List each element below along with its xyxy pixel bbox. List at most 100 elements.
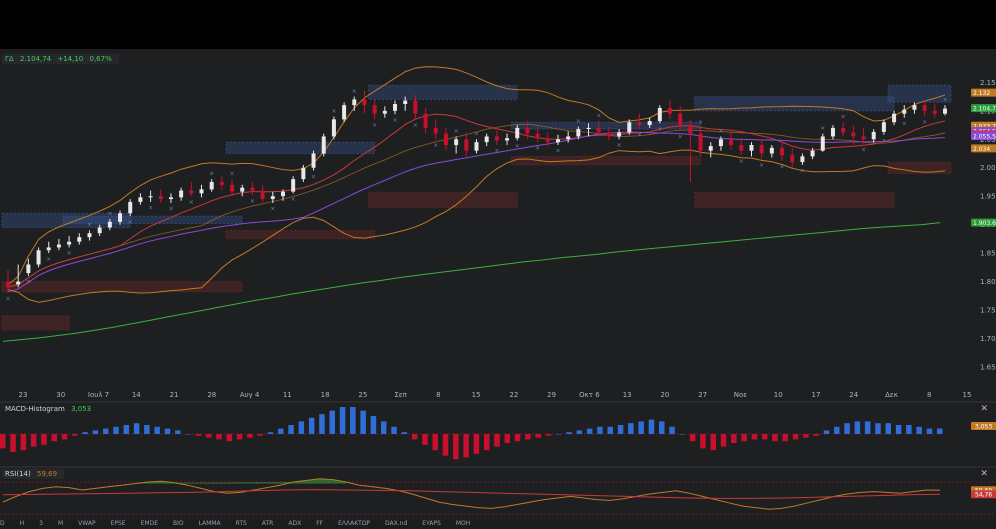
candle-body [219,181,224,185]
chart-canvas[interactable]: 2.1502.1002.0502.0001.9501.9001.8501.800… [0,49,996,520]
candle-body [189,190,194,194]
candle-body [433,127,438,134]
candle-body [576,129,581,137]
macd-bar [51,434,57,442]
price-zone [510,155,702,166]
candle [566,131,571,143]
candle [759,139,764,160]
candle [56,238,61,251]
time-tick-label: Αυγ 4 [240,391,260,399]
toolbar-item[interactable]: FF [316,520,324,527]
toolbar-item[interactable]: RTS [235,520,247,527]
rsi-ma-line [2,489,941,499]
candle-body [688,125,693,134]
toolbar-item[interactable]: ΕΛΛΑΚΤΩΡ [338,520,371,527]
time-tick-label: 29 [547,391,556,399]
toolbar-item[interactable]: M [57,520,64,527]
toolbar-item[interactable]: BIO [173,520,184,527]
candle [118,210,123,225]
time-tick-label: 8 [436,391,440,399]
candle-body [331,119,336,137]
toolbar-item[interactable]: D [0,520,5,527]
macd-bar [360,410,366,434]
candle [454,136,459,154]
candle [647,117,652,128]
candle-body [230,184,235,192]
macd-bar [401,432,408,434]
candle [943,105,947,116]
macd-bar [906,425,912,434]
macd-bar [185,434,191,435]
close-rsi-icon[interactable]: ✕ [980,469,988,479]
candle [311,150,316,171]
sar-marker: × [800,168,805,175]
candle-body [97,227,102,234]
candle-body [810,150,815,157]
sar-marker: × [291,196,296,203]
candle-body [16,281,21,285]
time-tick-label: 11 [283,391,292,399]
toolbar-item[interactable]: EYAPS [422,520,441,527]
sar-marker: × [230,170,235,177]
candle [403,96,408,111]
toolbar-item[interactable]: VWAP [78,520,96,527]
price-tick-label: 1.850 [980,250,996,258]
candle [372,99,377,120]
candle [280,189,285,201]
macd-bar [308,417,315,434]
main-legend[interactable]: ΓΔ 2.104,74 +14,10 0,67% [2,54,119,64]
candle [362,90,367,114]
candle [718,136,723,151]
candle-body [46,247,51,251]
toolbar-item[interactable]: DAX.nd [385,520,408,527]
sar-marker: × [861,147,866,154]
price-tick-label: 1.700 [980,335,996,343]
sar-marker: × [780,164,785,171]
candle-body [260,190,265,200]
macd-value: 3,053 [71,405,92,413]
candle-body [535,133,540,139]
candle-body [291,179,296,192]
candle [26,258,31,276]
toolbar-item[interactable]: ATR [261,520,274,527]
candle-body [851,132,856,137]
candle [494,130,499,145]
time-tick-label: 25 [358,391,367,399]
price-badge-label: 2.055,56 [973,134,996,141]
macd-bar [782,434,789,442]
chart-area[interactable]: 2.1502.1002.0502.0001.9501.9001.8501.800… [0,49,996,529]
toolbar-item[interactable]: EMDE [140,520,158,527]
macd-bar [772,434,778,442]
candle [433,119,438,140]
candle-body [168,197,173,200]
rsi-legend[interactable]: RSI(14) 59,69 [2,469,65,479]
sar-marker: × [433,142,438,149]
candle [586,123,591,137]
toolbar-item[interactable]: MOH [455,520,471,527]
candle [861,127,866,144]
bollinger-lower [7,149,946,303]
macd-bar [195,434,202,436]
candle [637,113,642,130]
macd-bar [525,434,531,440]
macd-bar [895,425,902,434]
candle [678,106,683,131]
price-zone [694,191,895,209]
candle-body [881,122,886,132]
sar-marker: × [26,279,31,286]
time-tick-label: 27 [698,391,707,399]
candle [301,164,306,182]
macd-legend[interactable]: MACD-Histogram 3,053 [2,404,98,414]
macd-bar [617,425,624,434]
toolbar-item[interactable]: LAMMA [198,520,221,527]
macd-bar [422,434,428,445]
sar-marker: × [372,122,377,129]
sar-marker: × [535,145,540,152]
toolbar-item[interactable]: ADX [288,520,302,527]
sar-marker: × [352,88,357,95]
toolbar-item[interactable]: 3 [39,520,43,527]
toolbar-item[interactable]: H [19,520,25,527]
close-macd-icon[interactable]: ✕ [980,404,988,414]
time-tick-label: 20 [660,391,669,399]
toolbar-item[interactable]: EPSE [110,520,126,527]
